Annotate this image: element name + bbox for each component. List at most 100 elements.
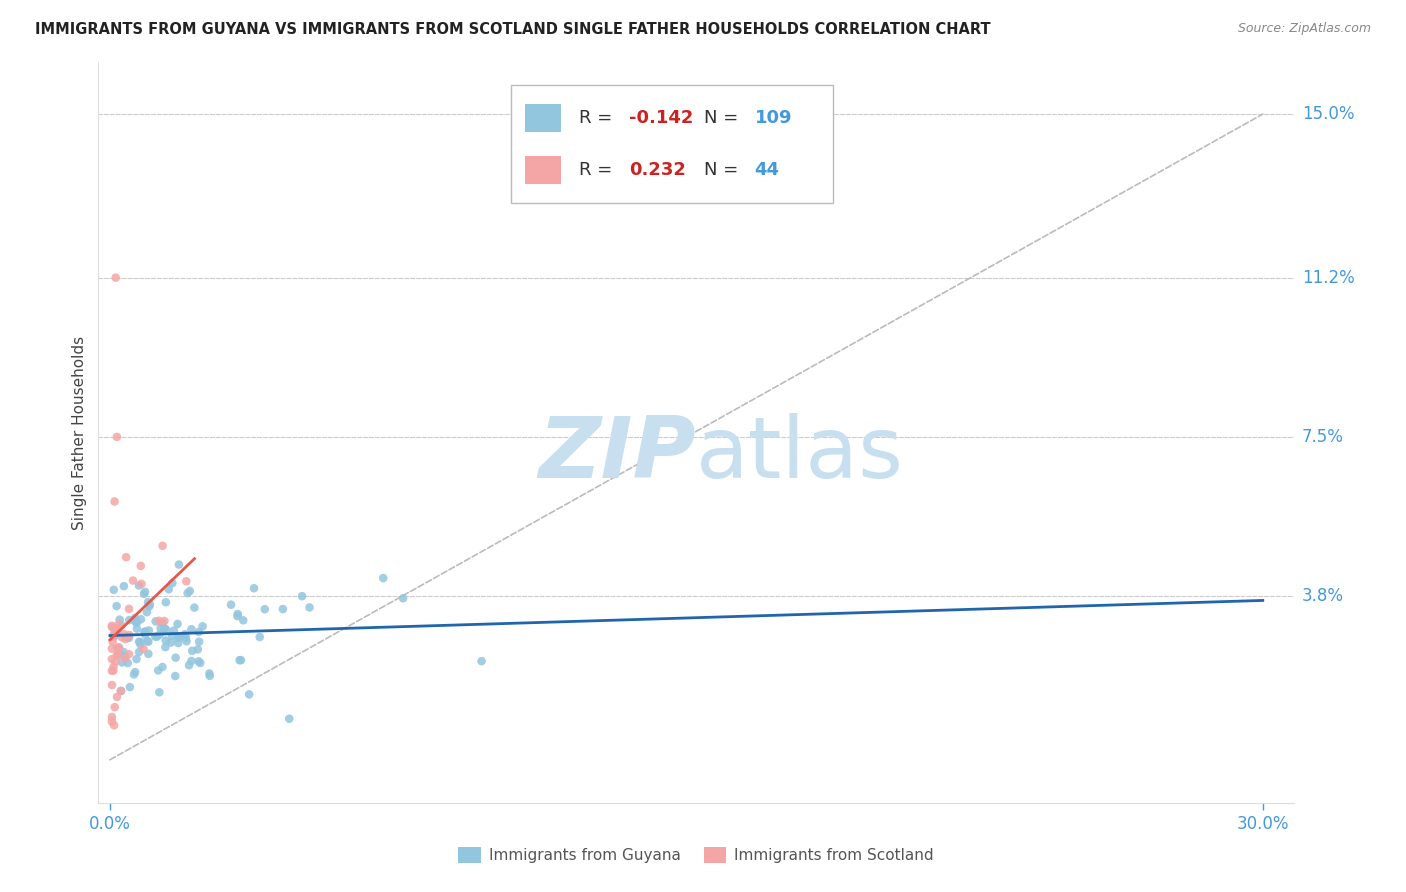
Point — [122, 574, 145, 588]
Point — [149, 621, 172, 635]
Point — [117, 656, 139, 670]
Point — [291, 589, 314, 603]
Point — [153, 621, 176, 635]
Point — [110, 683, 132, 698]
Point — [101, 620, 124, 634]
Text: ZIP: ZIP — [538, 413, 696, 496]
Point — [176, 634, 198, 648]
Point — [166, 617, 188, 632]
Point — [278, 712, 301, 726]
Point — [146, 664, 169, 678]
Point — [179, 584, 201, 599]
Point — [253, 602, 276, 616]
Point — [103, 582, 125, 597]
Point — [111, 656, 134, 670]
Text: atlas: atlas — [696, 413, 904, 496]
Point — [118, 680, 141, 694]
Point — [118, 647, 141, 661]
Point — [136, 634, 159, 648]
Point — [132, 642, 155, 657]
Point — [105, 648, 128, 662]
Point — [103, 629, 125, 643]
Point — [104, 621, 127, 635]
Text: 7.5%: 7.5% — [1302, 428, 1344, 446]
Point — [101, 634, 124, 648]
Point — [219, 598, 242, 612]
Point — [187, 624, 209, 639]
Point — [107, 647, 129, 661]
Point — [138, 647, 160, 661]
Text: 15.0%: 15.0% — [1302, 105, 1354, 123]
FancyBboxPatch shape — [524, 156, 561, 184]
Point — [173, 627, 195, 641]
Point — [176, 586, 198, 600]
Point — [118, 631, 141, 645]
Point — [103, 628, 125, 642]
Point — [134, 585, 156, 599]
Point — [104, 623, 127, 637]
Point — [243, 581, 266, 595]
Point — [125, 622, 148, 636]
Point — [138, 624, 160, 638]
Text: 11.2%: 11.2% — [1302, 268, 1354, 286]
Text: N =: N = — [704, 161, 744, 178]
Point — [166, 631, 188, 645]
Point — [134, 624, 156, 639]
Point — [134, 625, 156, 640]
Point — [101, 619, 124, 633]
Point — [238, 687, 260, 701]
Point — [115, 550, 138, 565]
Point — [101, 714, 124, 729]
Point — [162, 576, 184, 591]
Point — [108, 641, 131, 656]
Point — [111, 630, 134, 644]
Text: R =: R = — [579, 109, 617, 127]
Point — [169, 631, 191, 645]
Point — [153, 614, 176, 628]
Point — [128, 578, 150, 592]
Point — [104, 270, 127, 285]
Point — [105, 624, 128, 639]
Point — [129, 558, 152, 573]
Text: 44: 44 — [755, 161, 779, 178]
Point — [177, 658, 200, 673]
Point — [271, 602, 294, 616]
Text: R =: R = — [579, 161, 617, 178]
Point — [226, 607, 249, 621]
Point — [125, 652, 148, 666]
Point — [112, 627, 135, 641]
Point — [174, 574, 197, 589]
Point — [107, 617, 129, 632]
Point — [105, 599, 128, 614]
Point — [180, 622, 202, 636]
Point — [101, 641, 124, 656]
Point — [198, 669, 221, 683]
Point — [112, 579, 135, 593]
Legend: Immigrants from Guyana, Immigrants from Scotland: Immigrants from Guyana, Immigrants from … — [453, 841, 939, 869]
Point — [152, 660, 174, 674]
Point — [122, 667, 145, 681]
Point — [114, 632, 136, 646]
Point — [110, 684, 132, 698]
Point — [134, 627, 156, 641]
Point — [131, 576, 153, 591]
Point — [188, 634, 211, 648]
Point — [103, 664, 125, 678]
Point — [104, 655, 127, 669]
Point — [181, 644, 204, 658]
Point — [136, 595, 159, 609]
Point — [101, 710, 124, 724]
Point — [180, 654, 202, 668]
Point — [104, 700, 127, 714]
Point — [148, 614, 170, 628]
Point — [155, 633, 177, 648]
Point — [124, 665, 146, 679]
Point — [105, 430, 128, 444]
FancyBboxPatch shape — [524, 103, 561, 132]
Point — [373, 571, 395, 585]
Point — [229, 653, 252, 667]
Point — [226, 609, 249, 624]
Point — [136, 634, 159, 648]
Point — [146, 630, 169, 644]
Point — [155, 595, 177, 609]
